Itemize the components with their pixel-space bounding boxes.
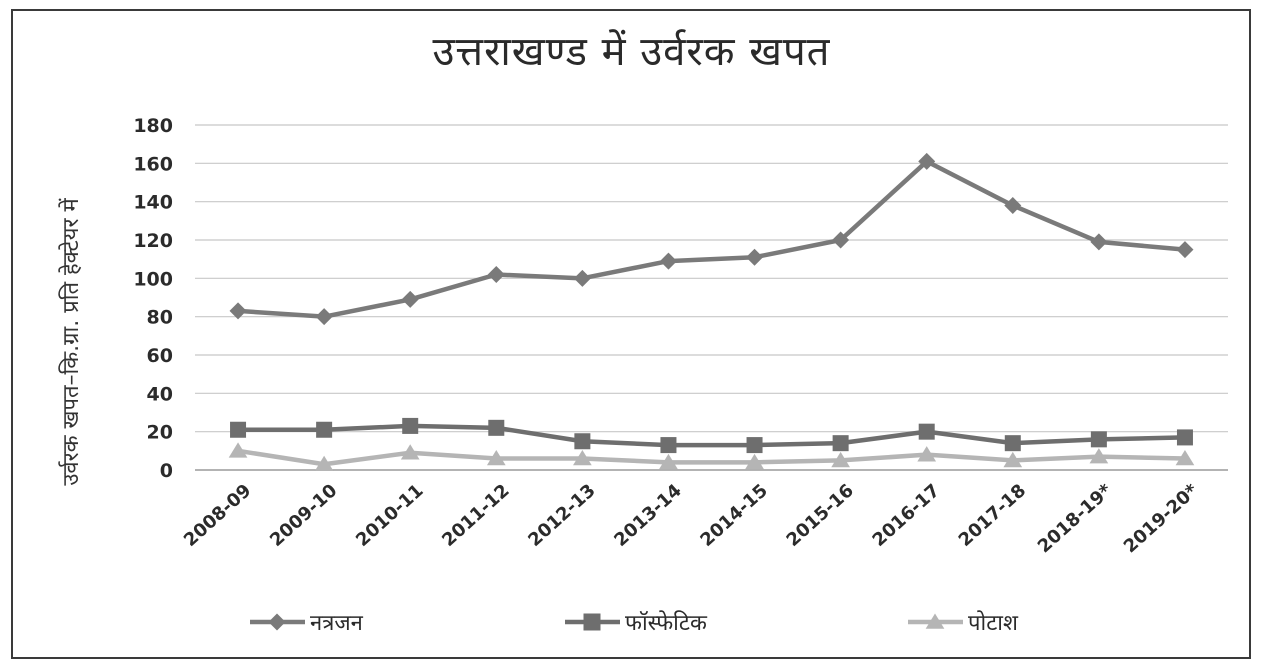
x-tick-label: 2015-16: [783, 480, 858, 551]
chart-title: उत्तराखण्ड में उर्वरक खपत: [432, 29, 831, 75]
data-point-0: [315, 308, 333, 326]
x-tick-label: 2018-19*: [1034, 480, 1117, 558]
y-tick-label: 160: [133, 153, 173, 175]
y-tick-label: 100: [133, 268, 173, 290]
data-point-1: [574, 433, 591, 450]
data-point-0: [229, 302, 247, 320]
data-point-2: [1089, 448, 1109, 464]
chart-frame: [11, 9, 1251, 659]
data-point-2: [314, 455, 334, 472]
y-tick-label: 180: [133, 115, 173, 137]
x-tick-label: 2013-14: [610, 480, 685, 551]
y-tick-label: 60: [147, 345, 173, 367]
legend-label: फॉस्फेटिक: [625, 610, 708, 636]
data-point-2: [917, 446, 937, 462]
y-tick-label: 40: [147, 383, 173, 405]
series-line-2: [237, 448, 1186, 467]
x-tick-label: 2010-11: [352, 480, 427, 551]
data-point-2: [1175, 450, 1195, 466]
data-point-2: [1003, 451, 1023, 468]
data-point-0: [1090, 233, 1108, 251]
data-point-0: [918, 152, 936, 170]
y-tick-label: 0: [160, 460, 173, 482]
y-tick-label: 20: [147, 422, 173, 444]
series-line-0: [237, 159, 1186, 319]
data-point-0: [401, 290, 419, 308]
data-point-1: [918, 423, 935, 440]
x-tick-label: 2017-18: [955, 480, 1030, 551]
data-point-1: [1004, 435, 1021, 452]
legend-marker-2: [925, 613, 945, 629]
y-tick-label: 140: [133, 192, 173, 214]
data-point-1: [230, 421, 247, 438]
legend-marker-1: [583, 613, 601, 631]
data-point-1: [746, 437, 763, 454]
data-point-2: [486, 450, 506, 466]
x-tick-label: 2009-10: [266, 480, 341, 551]
data-point-2: [400, 444, 420, 460]
data-point-1: [1176, 429, 1193, 446]
series-line-1: [238, 423, 1186, 448]
data-point-2: [228, 442, 248, 458]
x-tick-label: 2016-17: [869, 480, 944, 551]
legend-label: पोटाश: [968, 610, 1019, 636]
data-point-1: [402, 417, 419, 434]
data-point-1: [316, 421, 333, 438]
data-point-1: [1090, 431, 1107, 448]
x-tick-label: 2008-09: [180, 480, 255, 551]
data-point-0: [659, 252, 677, 270]
data-point-0: [832, 231, 850, 249]
data-point-0: [1176, 241, 1194, 259]
x-tick-label: 2019-20*: [1120, 480, 1203, 558]
data-point-0: [1004, 197, 1022, 214]
data-point-2: [659, 453, 678, 470]
y-tick-label: 80: [147, 307, 173, 329]
legend-marker-0: [268, 613, 286, 631]
data-point-1: [832, 435, 849, 452]
data-point-2: [831, 451, 850, 468]
data-point-1: [660, 437, 677, 454]
x-tick-label: 2011-12: [438, 480, 513, 551]
data-point-2: [745, 453, 764, 470]
x-tick-label: 2014-15: [696, 480, 771, 551]
data-point-2: [573, 450, 592, 466]
legend-label: नत्रजन: [310, 611, 364, 636]
y-tick-label: 120: [133, 230, 173, 252]
data-point-0: [487, 266, 505, 283]
x-tick-label: 2012-13: [524, 480, 599, 551]
data-point-0: [746, 248, 764, 266]
data-point-1: [488, 419, 505, 436]
data-point-0: [573, 269, 591, 287]
